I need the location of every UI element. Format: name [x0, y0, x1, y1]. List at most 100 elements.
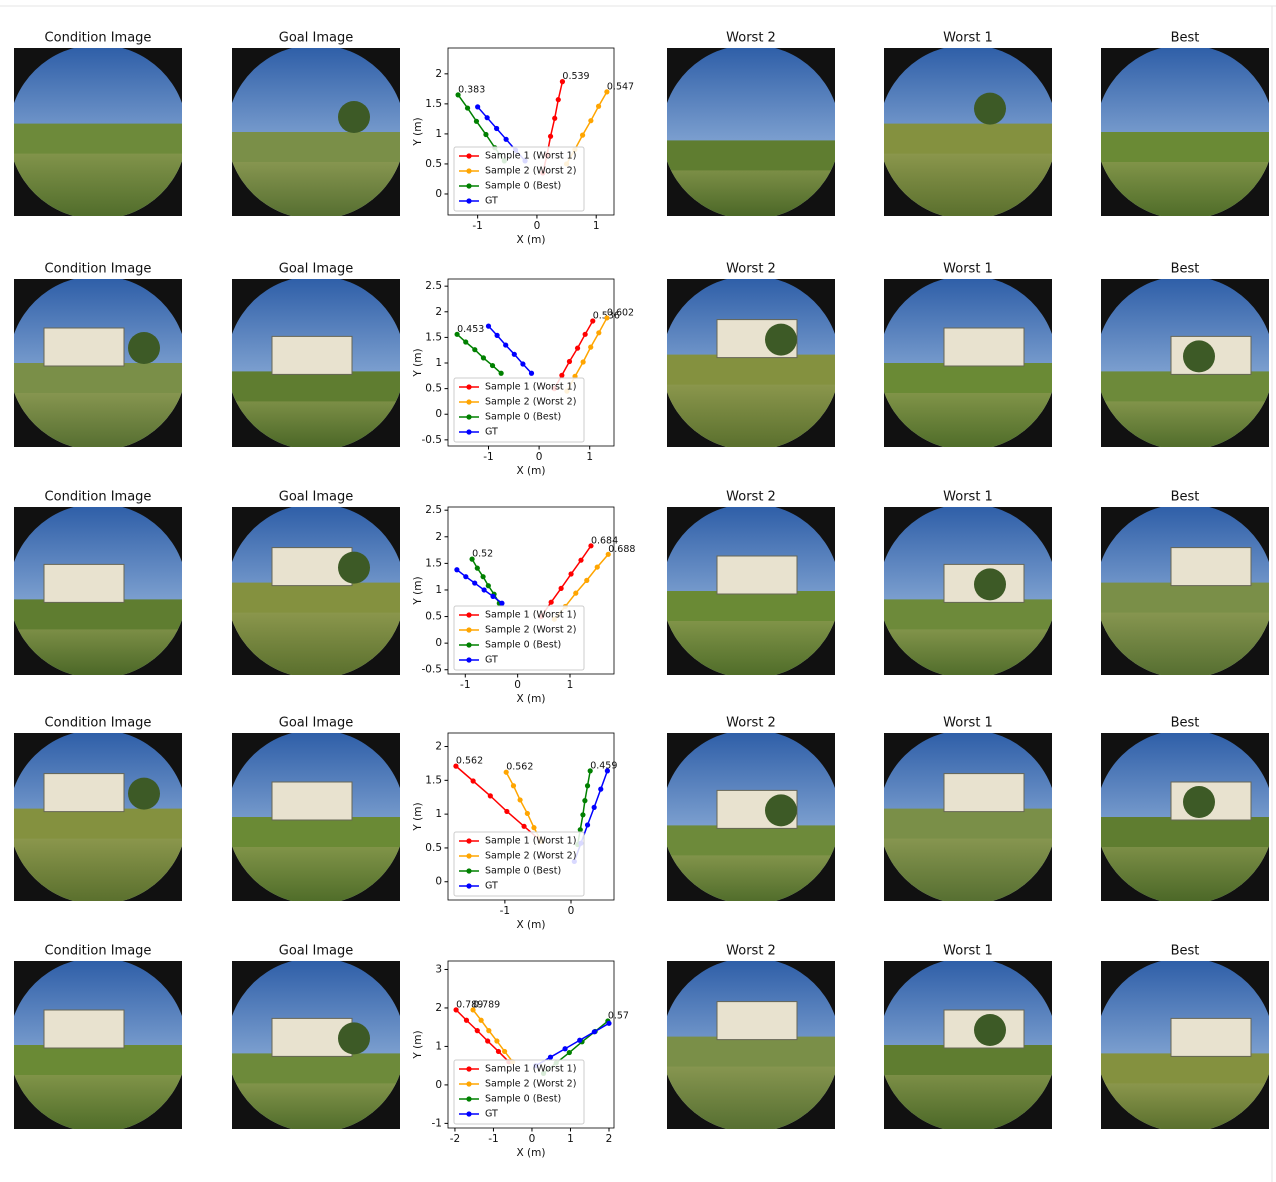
y-tick-label: 2	[435, 741, 442, 753]
photo-lens	[232, 507, 400, 675]
photo	[667, 961, 835, 1129]
waypoint	[520, 361, 525, 366]
x-axis-label: X (m)	[517, 465, 546, 477]
building	[1171, 1018, 1251, 1056]
waypoint	[588, 118, 593, 123]
photo-lens	[667, 48, 835, 216]
waypoint	[517, 797, 522, 802]
panel-title: Condition Image	[45, 262, 152, 277]
waypoint	[567, 359, 572, 364]
legend-label: Sample 0 (Best)	[485, 412, 561, 423]
photo-lens	[232, 961, 400, 1129]
waypoint	[525, 811, 530, 816]
waypoint	[592, 805, 597, 810]
y-tick-label: 3	[435, 963, 442, 975]
legend-marker	[466, 168, 471, 173]
score-label: 0.52	[472, 549, 493, 560]
x-tick-label: 0	[536, 451, 543, 463]
photo	[1101, 961, 1269, 1129]
photo-lens	[1101, 48, 1269, 216]
panel-title: Best	[1171, 490, 1200, 505]
panel-title: Condition Image	[45, 716, 152, 731]
y-tick-label: -0.5	[422, 664, 443, 676]
y-tick-label: 1	[435, 128, 442, 140]
tree	[338, 552, 370, 584]
y-tick-label: 1.5	[425, 774, 442, 786]
panel-title: Goal Image	[279, 716, 353, 731]
waypoint	[463, 339, 468, 344]
waypoint	[481, 355, 486, 360]
waypoint	[577, 1038, 582, 1043]
panel-title: Worst 1	[943, 716, 993, 731]
x-tick-label: 1	[586, 451, 593, 463]
photo	[14, 961, 182, 1129]
photo-lens	[1101, 279, 1269, 447]
waypoint	[465, 105, 470, 110]
waypoint	[471, 778, 476, 783]
photo	[14, 48, 182, 216]
waypoint	[464, 1018, 469, 1023]
y-tick-label: 1.5	[425, 331, 442, 343]
tree	[974, 568, 1006, 600]
legend-marker	[466, 868, 471, 873]
waypoint	[580, 812, 585, 817]
building	[44, 328, 124, 366]
photo-lens	[884, 279, 1052, 447]
panel-title: Worst 2	[726, 262, 776, 277]
waypoint	[575, 346, 580, 351]
building	[272, 336, 352, 374]
photo-lens	[1101, 507, 1269, 675]
waypoint	[490, 594, 495, 599]
legend-marker	[466, 1111, 471, 1116]
photo	[667, 48, 835, 216]
tree	[128, 332, 160, 364]
y-tick-label: -1	[432, 1117, 442, 1129]
photo-lens	[232, 733, 400, 901]
legend-marker	[466, 384, 471, 389]
building	[272, 782, 352, 820]
x-tick-label: -1	[472, 220, 482, 232]
waypoint	[485, 1038, 490, 1043]
y-tick-label: 0	[435, 188, 442, 200]
x-tick-label: 0	[534, 220, 541, 232]
panel-title: Condition Image	[45, 490, 152, 505]
photo	[667, 507, 835, 675]
x-axis-label: X (m)	[517, 919, 546, 931]
photo-lens	[232, 48, 400, 216]
waypoint	[552, 116, 557, 121]
waypoint	[580, 133, 585, 138]
legend-marker	[466, 198, 471, 203]
photo-lens	[884, 733, 1052, 901]
photo-lens	[232, 279, 400, 447]
photo-lens	[14, 48, 182, 216]
legend-marker	[466, 853, 471, 858]
legend-marker	[466, 1081, 471, 1086]
legend-label: Sample 0 (Best)	[485, 640, 561, 651]
waypoint	[475, 1028, 480, 1033]
panel-title: Best	[1171, 262, 1200, 277]
score-label: 0.562	[456, 756, 483, 767]
y-axis-label: Y (m)	[412, 1030, 424, 1059]
x-tick-label: 0	[568, 905, 575, 917]
building	[1171, 548, 1251, 586]
tree	[974, 93, 1006, 125]
legend-marker	[466, 153, 471, 158]
page: {"rows": [ {"titles": ["Condition Image"…	[0, 0, 1276, 1182]
photo-lens	[667, 961, 835, 1129]
x-tick-label: 1	[593, 220, 600, 232]
panel-title: Condition Image	[45, 31, 152, 46]
waypoint	[573, 591, 578, 596]
legend-label: Sample 1 (Worst 1)	[485, 836, 576, 847]
waypoint	[483, 132, 488, 137]
tree	[338, 101, 370, 133]
waypoint	[463, 574, 468, 579]
legend-label: Sample 0 (Best)	[485, 866, 561, 877]
legend-marker	[466, 183, 471, 188]
waypoint	[511, 783, 516, 788]
legend-label: Sample 2 (Worst 2)	[485, 1079, 576, 1090]
y-tick-label: 2	[435, 68, 442, 80]
waypoint	[588, 345, 593, 350]
waypoint	[490, 363, 495, 368]
waypoint	[585, 822, 590, 827]
legend-label: Sample 0 (Best)	[485, 1094, 561, 1105]
